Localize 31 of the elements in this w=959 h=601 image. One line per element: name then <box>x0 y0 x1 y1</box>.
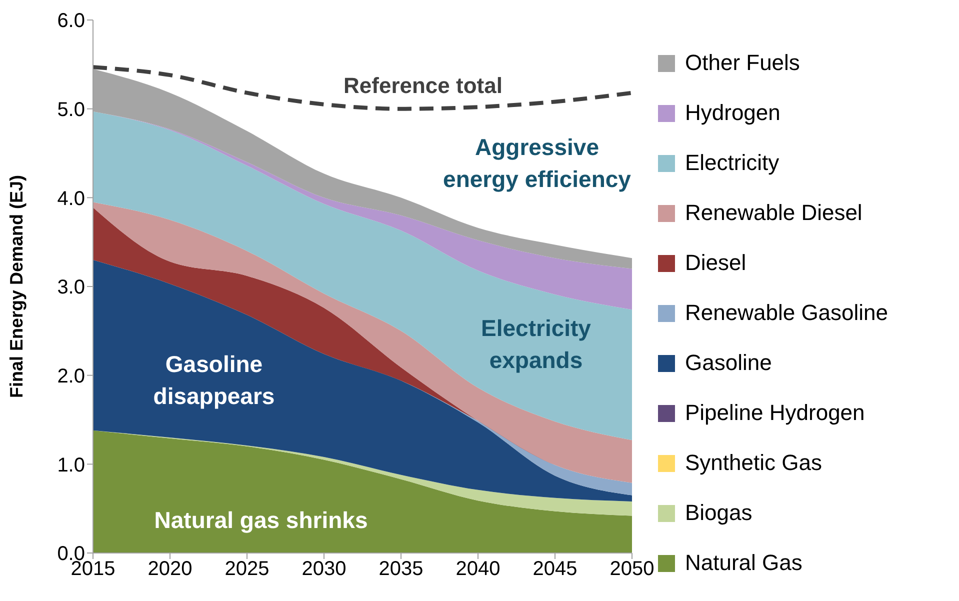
legend-label: Electricity <box>685 150 780 176</box>
legend-label: Synthetic Gas <box>685 450 822 476</box>
y-axis-title: Final Energy Demand (EJ) <box>6 174 26 398</box>
legend-label: Gasoline <box>685 350 772 376</box>
legend-label: Other Fuels <box>685 50 800 76</box>
legend-label: Biogas <box>685 500 752 526</box>
y-tick-label: 6.0 <box>57 10 85 32</box>
y-tick-label: 5.0 <box>57 98 85 121</box>
x-tick-label: 2050 <box>610 558 654 580</box>
x-tick-label: 2020 <box>148 558 192 580</box>
legend-label: Renewable Diesel <box>685 200 862 226</box>
line-series <box>93 65 632 111</box>
x-tick-label: 2025 <box>224 558 270 580</box>
x-tick-label: 2045 <box>532 558 578 580</box>
series-label: Reference total <box>344 72 502 98</box>
legend-label: Diesel <box>685 250 746 276</box>
annotation: Gasoline disappears <box>153 351 275 409</box>
x-tick-label: 2030 <box>302 558 346 580</box>
annotation: Natural gas shrinks <box>154 507 368 533</box>
legend-label: Hydrogen <box>685 100 780 126</box>
y-tick-label: 3.0 <box>57 276 85 299</box>
legend-label: Pipeline Hydrogen <box>685 400 865 426</box>
x-tick-label: 2040 <box>456 558 500 580</box>
legend-label: Natural Gas <box>685 550 802 576</box>
annotation: Aggressive energy efficiency <box>443 134 632 192</box>
y-tick-label: 2.0 <box>57 365 85 388</box>
annotation: Electricity expands <box>481 315 592 373</box>
y-tick-label: 1.0 <box>57 454 85 476</box>
y-tick-label: 4.0 <box>57 188 85 210</box>
legend-label: Renewable Gasoline <box>685 300 888 326</box>
x-tick-label: 2035 <box>378 558 424 580</box>
